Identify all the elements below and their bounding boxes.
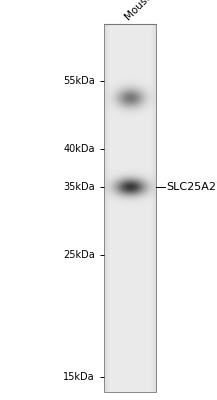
Text: 35kDa: 35kDa <box>63 182 95 192</box>
Text: 55kDa: 55kDa <box>63 76 95 86</box>
Text: 25kDa: 25kDa <box>63 250 95 260</box>
Bar <box>104 24 156 392</box>
Text: 15kDa: 15kDa <box>63 372 95 382</box>
Text: Mouse brain: Mouse brain <box>123 0 176 22</box>
Text: 40kDa: 40kDa <box>64 144 95 154</box>
Text: SLC25A27: SLC25A27 <box>166 182 217 192</box>
